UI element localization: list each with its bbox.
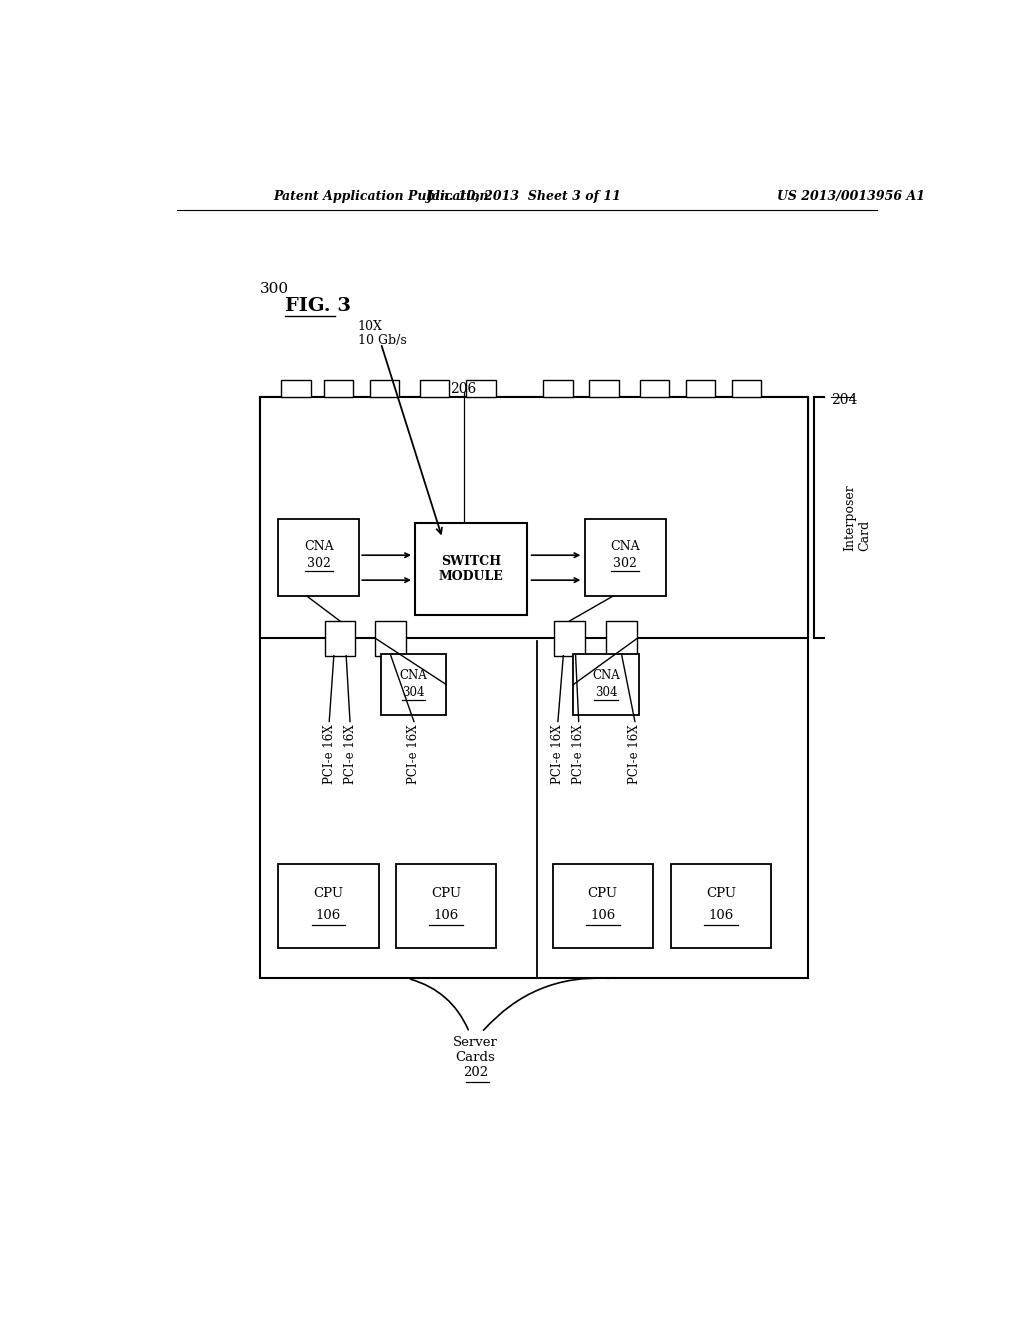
Text: 302: 302 <box>613 557 637 570</box>
Text: 106: 106 <box>590 908 615 921</box>
Bar <box>573 653 639 715</box>
Bar <box>260 397 808 978</box>
Text: Patent Application Publication: Patent Application Publication <box>273 190 488 203</box>
Bar <box>279 519 359 597</box>
Bar <box>260 397 808 639</box>
Text: CPU: CPU <box>707 887 736 900</box>
Text: 204: 204 <box>831 393 858 408</box>
Text: 106: 106 <box>315 908 341 921</box>
Text: Interposer
Card: Interposer Card <box>844 484 871 552</box>
Text: CNA: CNA <box>304 540 334 553</box>
Text: 304: 304 <box>595 686 617 698</box>
Text: 206: 206 <box>451 383 477 396</box>
Bar <box>324 380 353 397</box>
Text: PCI-e 16X: PCI-e 16X <box>323 725 336 784</box>
Bar <box>420 380 450 397</box>
Text: 10 Gb/s: 10 Gb/s <box>357 334 407 347</box>
Text: FIG. 3: FIG. 3 <box>285 297 350 315</box>
Text: Jan. 10, 2013  Sheet 3 of 11: Jan. 10, 2013 Sheet 3 of 11 <box>427 190 623 203</box>
Bar <box>370 380 399 397</box>
Text: 106: 106 <box>709 908 734 921</box>
Text: 300: 300 <box>260 282 289 296</box>
Text: 302: 302 <box>307 557 331 570</box>
Text: 106: 106 <box>433 908 459 921</box>
Bar <box>282 380 310 397</box>
Bar <box>325 620 355 656</box>
Bar <box>466 380 496 397</box>
Text: CPU: CPU <box>588 887 617 900</box>
Text: 304: 304 <box>402 686 425 698</box>
Bar <box>554 620 585 656</box>
Text: 10X: 10X <box>357 319 383 333</box>
Text: CPU: CPU <box>431 887 462 900</box>
Text: PCI-e 16X: PCI-e 16X <box>551 725 564 784</box>
Bar <box>396 865 497 948</box>
Bar <box>732 380 761 397</box>
Bar <box>553 865 652 948</box>
Text: CNA: CNA <box>610 540 640 553</box>
Bar <box>279 865 379 948</box>
Text: CNA: CNA <box>399 669 427 682</box>
Text: SWITCH
MODULE: SWITCH MODULE <box>439 556 504 583</box>
Text: PCI-e 16X: PCI-e 16X <box>343 725 356 784</box>
Bar <box>544 380 572 397</box>
Bar <box>585 519 666 597</box>
Text: Server
Cards
202: Server Cards 202 <box>453 1036 498 1080</box>
Bar <box>686 380 715 397</box>
Bar <box>671 865 771 948</box>
Bar <box>376 620 407 656</box>
Bar <box>590 380 618 397</box>
Text: US 2013/0013956 A1: US 2013/0013956 A1 <box>777 190 926 203</box>
Bar <box>416 523 527 615</box>
Bar <box>640 380 669 397</box>
Bar <box>606 620 637 656</box>
Text: PCI-e 16X: PCI-e 16X <box>408 725 421 784</box>
Text: CNA: CNA <box>592 669 620 682</box>
Bar <box>381 653 446 715</box>
Text: PCI-e 16X: PCI-e 16X <box>629 725 641 784</box>
Text: PCI-e 16X: PCI-e 16X <box>572 725 585 784</box>
Text: CPU: CPU <box>313 887 343 900</box>
